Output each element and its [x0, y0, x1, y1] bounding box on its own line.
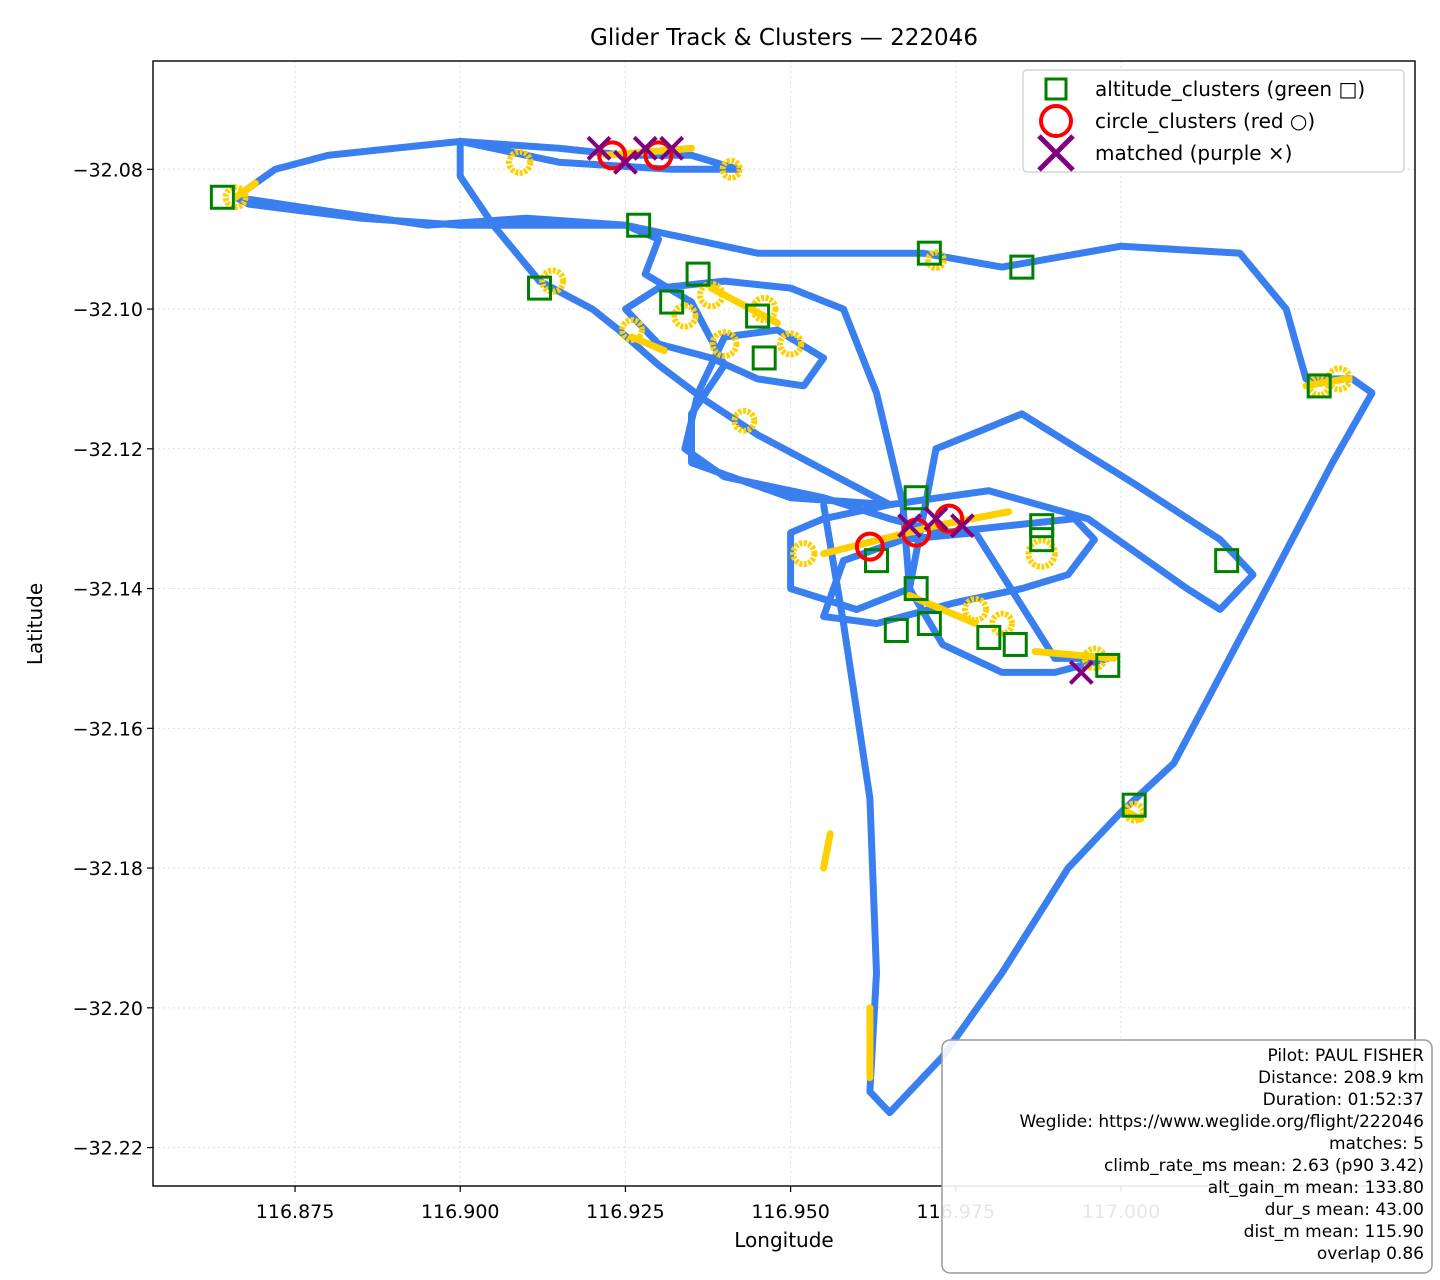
info-climb-rate: climb_rate_ms mean: 2.63 (p90 3.42) [1104, 1156, 1424, 1176]
altitude-cluster-marker [1306, 373, 1332, 399]
altitude-cluster-marker [1214, 548, 1240, 574]
legend-label-altitude-clusters: altitude_clusters (green □) [1095, 77, 1365, 101]
climb-loop [619, 317, 645, 343]
x-tick-label: 116.925 [586, 1201, 665, 1223]
legend-box [1022, 69, 1405, 173]
altitude-cluster-marker [1002, 631, 1028, 657]
altitude-cluster-marker [1029, 527, 1055, 553]
climb-segment [820, 829, 834, 872]
info-pilot: Pilot: PAUL FISHER [1267, 1046, 1424, 1066]
climb-loop [1325, 365, 1353, 393]
altitude-cluster-marker [209, 184, 235, 210]
altitude-cluster-marker [1029, 513, 1055, 539]
legend-label-matched: matched (purple ×) [1095, 141, 1292, 165]
climb-loop [731, 407, 758, 434]
climb-loop [1306, 373, 1332, 399]
climb-loop [709, 329, 740, 359]
info-dist: dist_m mean: 115.90 [1244, 1222, 1424, 1242]
climb-loop [962, 595, 990, 624]
y-tick-label: −32.10 [73, 299, 143, 321]
info-distance: Distance: 208.9 km [1258, 1068, 1424, 1088]
y-axis-ticks: −32.08 −32.10 −32.12 −32.14 −32.16 −32.18 −32.… [73, 159, 153, 1160]
legend-marker-square [1044, 77, 1068, 101]
climb-segment [932, 508, 1013, 530]
climb-loop [506, 148, 534, 176]
altitude-cluster-marker [903, 576, 929, 602]
legend-marker-x [1037, 134, 1075, 172]
plot-frame [152, 60, 1416, 1187]
y-tick-label: −32.14 [73, 579, 143, 601]
climb-loop [1025, 537, 1058, 570]
circle-cluster-marker [597, 140, 628, 171]
matched-marker [923, 506, 949, 532]
altitude-cluster-marker [916, 611, 942, 636]
matched-marker [659, 135, 685, 161]
info-overlap: overlap 0.86 [1317, 1244, 1424, 1264]
matched-marker [1068, 659, 1094, 685]
y-tick-label: −32.22 [73, 1138, 143, 1160]
matched-marker [613, 149, 638, 175]
x-axis-label: Longitude [734, 1228, 833, 1252]
altitude-cluster-marker [883, 617, 909, 643]
climb-loop [925, 249, 947, 272]
climb-loop [539, 267, 567, 295]
altitude-cluster-marker [1121, 792, 1147, 818]
y-tick-label: −32.08 [73, 159, 143, 181]
legend: altitude_clusters (green □) circle_clust… [1022, 69, 1405, 173]
climb-loop [777, 330, 805, 358]
altitude-cluster-marker [751, 345, 777, 371]
altitude-cluster-marker [626, 212, 652, 238]
legend-label-circle-clusters: circle_clusters (red ○) [1095, 109, 1315, 133]
altitude-cluster-marker [916, 240, 942, 266]
climb-loop [697, 280, 726, 310]
y-tick-label: −32.16 [73, 718, 143, 740]
info-dur: dur_s mean: 43.00 [1265, 1200, 1424, 1220]
altitude-cluster-marker [745, 303, 771, 329]
altitude-cluster-marker [685, 261, 711, 287]
climb-segment [1031, 648, 1118, 662]
y-axis-label: Latitude [23, 583, 47, 665]
matched-layer [586, 135, 1094, 685]
altitude-clusters-layer [209, 184, 1332, 818]
y-tick-label: −32.20 [73, 998, 143, 1020]
climb-loop [1081, 645, 1108, 672]
info-box-frame [941, 1039, 1433, 1274]
x-tick-label: 116.950 [751, 1201, 830, 1223]
climb-loop [989, 610, 1015, 637]
info-box: Pilot: PAUL FISHER Distance: 208.9 km Du… [941, 1039, 1433, 1274]
legend-marker-circle [1039, 104, 1073, 138]
climb-loop [719, 157, 743, 181]
matched-marker [897, 513, 922, 539]
matched-marker [586, 135, 612, 161]
matched-marker [949, 513, 975, 539]
climb-loop [222, 184, 249, 211]
climb-loop [790, 540, 818, 568]
climb-segment [1302, 375, 1350, 390]
altitude-cluster-marker [903, 485, 929, 511]
circle-cluster-marker [854, 531, 885, 562]
chart-title: Glider Track & Clusters — 222046 [590, 25, 978, 51]
x-tick-label: 116.900 [421, 1201, 500, 1223]
info-weglide: Weglide: https://www.weglide.org/flight/… [1019, 1112, 1424, 1132]
info-duration: Duration: 01:52:37 [1263, 1090, 1424, 1110]
altitude-cluster-marker [1095, 652, 1121, 678]
climb-loop [1122, 800, 1146, 824]
altitude-cluster-marker [976, 624, 1002, 650]
y-tick-label: −32.18 [73, 858, 143, 880]
altitude-cluster-marker [1009, 254, 1035, 280]
x-tick-label: 116.875 [256, 1201, 335, 1223]
matched-marker [632, 135, 658, 161]
altitude-cluster-marker [659, 289, 685, 315]
circle-cluster-marker [643, 140, 674, 171]
climb-loop [749, 294, 779, 324]
y-tick-label: −32.12 [73, 439, 143, 461]
climb-loop [671, 302, 699, 330]
info-alt-gain: alt_gain_m mean: 133.80 [1208, 1178, 1424, 1198]
info-matches: matches: 5 [1329, 1134, 1424, 1154]
altitude-cluster-marker [527, 275, 553, 301]
